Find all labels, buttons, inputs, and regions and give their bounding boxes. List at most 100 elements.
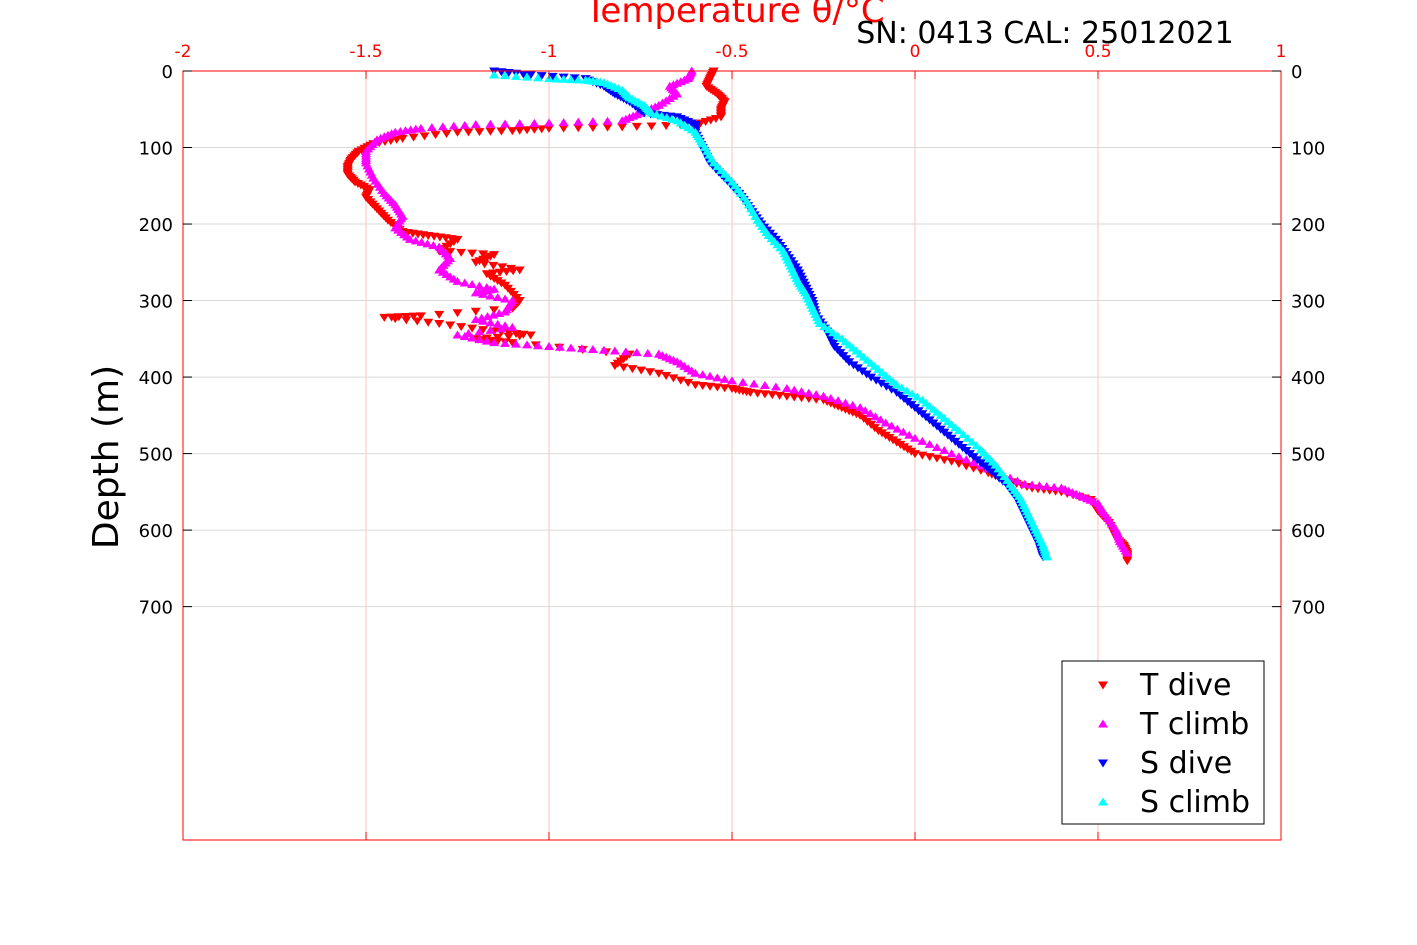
data-point (803, 388, 814, 397)
data-point (474, 128, 485, 137)
data-point (492, 319, 503, 328)
data-point (967, 437, 978, 446)
data-point (953, 460, 964, 469)
data-point (598, 345, 609, 354)
data-point (796, 387, 807, 396)
y-tick-label-right: 500 (1291, 445, 1325, 466)
data-point (573, 124, 584, 133)
data-point (423, 318, 434, 327)
y-tick-label-left: 300 (139, 292, 173, 313)
data-point (415, 312, 426, 321)
data-point (500, 294, 511, 303)
data-marks (342, 66, 1133, 566)
legend-marker (1098, 719, 1108, 728)
data-point (1041, 481, 1052, 490)
data-point (437, 122, 448, 131)
data-point (855, 403, 866, 412)
data-point (492, 292, 503, 301)
data-point (507, 127, 518, 136)
data-point (719, 374, 730, 383)
data-point (832, 331, 843, 340)
data-point (569, 74, 580, 83)
data-point (953, 452, 964, 461)
data-point (459, 278, 470, 287)
data-point (712, 373, 723, 382)
data-point (953, 426, 964, 435)
data-point (828, 328, 839, 337)
data-point (645, 368, 656, 377)
y-tick-label-right: 400 (1291, 368, 1325, 389)
data-point (737, 377, 748, 386)
data-point (514, 332, 525, 341)
data-point (690, 368, 701, 377)
data-point (470, 120, 481, 129)
data-point (961, 455, 972, 464)
data-point (697, 381, 708, 390)
data-point (547, 72, 558, 81)
data-point (430, 131, 441, 140)
data-point (452, 330, 463, 339)
data-point (488, 261, 499, 270)
data-point (759, 380, 770, 389)
data-point (470, 315, 481, 324)
y-tick-label-left: 600 (139, 521, 173, 542)
data-point (697, 370, 708, 379)
data-point (587, 117, 598, 126)
data-point (456, 248, 467, 257)
data-point (565, 343, 576, 352)
data-point (1122, 548, 1133, 557)
legend-label: T dive (1139, 668, 1231, 703)
data-point (507, 339, 518, 348)
data-point (904, 430, 915, 439)
data-point (496, 127, 507, 136)
data-point (901, 386, 912, 395)
data-point (576, 344, 587, 353)
data-point (946, 457, 957, 466)
data-point (961, 462, 972, 471)
data-point (745, 388, 756, 397)
data-point (492, 337, 503, 346)
data-point (459, 120, 470, 129)
data-point (971, 441, 982, 450)
data-point (618, 363, 629, 372)
data-point (811, 390, 822, 399)
data-point (485, 119, 496, 128)
data-point (456, 323, 467, 332)
data-point (500, 307, 511, 316)
y-tick-label-right: 300 (1291, 292, 1325, 313)
data-point (880, 418, 891, 427)
data-point (558, 124, 569, 133)
data-point (467, 249, 478, 258)
data-point (587, 345, 598, 354)
data-point (661, 372, 672, 381)
data-point (448, 121, 459, 130)
chart-subtitle: SN: 0413 CAL: 25012021 (856, 16, 1234, 51)
data-point (470, 258, 481, 267)
data-point (478, 326, 489, 335)
data-point (426, 123, 437, 132)
data-point (445, 321, 456, 330)
data-point (488, 310, 499, 319)
data-point (875, 415, 886, 424)
data-point (467, 333, 478, 342)
data-point (404, 234, 415, 243)
data-point (661, 121, 672, 130)
x-tick-label: 1 (1276, 42, 1287, 62)
y-tick-label-left: 100 (139, 139, 173, 160)
data-point (419, 132, 430, 141)
data-point (467, 279, 478, 288)
data-point (748, 379, 759, 388)
data-point (609, 362, 620, 371)
y-tick-label-right: 100 (1291, 139, 1325, 160)
data-point (544, 118, 554, 127)
data-point (489, 70, 500, 79)
data-point (478, 316, 489, 325)
data-point (910, 450, 920, 459)
data-point (503, 333, 514, 342)
data-point (924, 453, 935, 462)
legend-marker (1098, 681, 1108, 690)
data-point (939, 456, 950, 465)
data-point (533, 341, 544, 350)
data-point (602, 123, 613, 132)
